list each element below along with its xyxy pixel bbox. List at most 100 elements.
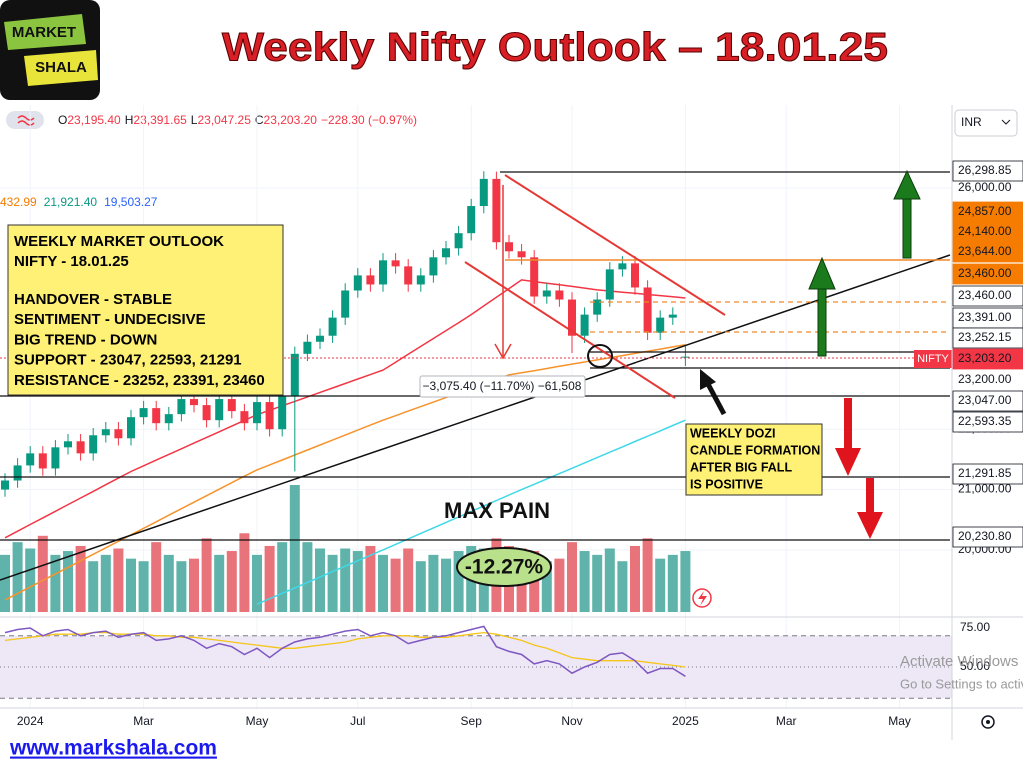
price-label-box — [952, 241, 1023, 263]
volume-bar — [604, 548, 615, 612]
ohlc-item: −228.30 (−0.97%) — [321, 113, 417, 127]
up-arrow-head — [808, 256, 836, 290]
candle-body — [454, 233, 463, 249]
price-label-box — [952, 463, 1023, 485]
symbol-toggle[interactable] — [6, 111, 44, 129]
x-tick-label: 2025 — [672, 714, 699, 728]
trend-line — [0, 254, 951, 581]
logo-band-bottom — [24, 50, 98, 86]
moving-average — [4, 279, 686, 539]
currency-label: INR — [961, 115, 982, 129]
logo-band-top — [4, 14, 86, 50]
rsi-line — [4, 625, 686, 677]
x-tick-label: 2024 — [17, 714, 44, 728]
info-line: SENTIMENT - UNDECISIVE — [14, 311, 206, 328]
volume-bar — [12, 542, 23, 612]
candle-body — [479, 178, 488, 207]
down-arrow — [866, 478, 874, 514]
volume-bar — [378, 554, 388, 612]
candle-body — [13, 465, 22, 481]
ma-legend-value: 432.99 — [0, 195, 37, 209]
candle-body — [290, 353, 299, 397]
candle-body — [593, 299, 602, 315]
candle-body — [353, 275, 362, 291]
price-label: 23,047.00 — [958, 393, 1012, 407]
price-label: 23,252.15 — [958, 330, 1012, 344]
price-label-box — [952, 160, 1023, 182]
candle-body — [404, 266, 413, 285]
symbol-tag-label: NIFTY — [917, 353, 949, 365]
dozi-line: CANDLE FORMATION — [690, 443, 820, 457]
volume-bar — [264, 545, 275, 612]
candle-body — [64, 441, 72, 448]
ohlc-item: O — [58, 113, 67, 127]
candle-body — [580, 314, 589, 336]
toggle-icon — [17, 115, 35, 126]
volume-bar — [592, 554, 603, 612]
candle-body — [656, 317, 665, 333]
moving-average — [4, 344, 686, 601]
price-label: 23,200.00 — [958, 372, 1012, 386]
volume-bar — [327, 554, 338, 612]
candle-body — [517, 251, 526, 258]
price-label: 23,391.00 — [958, 310, 1012, 324]
volume-bar — [239, 533, 250, 612]
candle-body — [76, 441, 85, 454]
price-label-box — [952, 327, 1023, 349]
settings-icon[interactable] — [981, 715, 995, 729]
candle-body — [505, 242, 513, 252]
volume-bar — [390, 558, 401, 612]
candle-body — [391, 260, 400, 267]
candle-body — [240, 411, 249, 424]
volume-bar — [667, 554, 678, 612]
candle-body — [152, 408, 161, 424]
volume-bar — [441, 558, 451, 612]
volume-bar — [567, 542, 577, 612]
up-arrow-head — [893, 169, 921, 200]
volume-bar — [302, 542, 313, 612]
candle-body — [89, 435, 98, 454]
candle-body — [303, 341, 312, 354]
candle-body — [164, 414, 173, 424]
dozi-box — [685, 423, 823, 496]
down-arrow-head — [857, 512, 883, 539]
volume-bar — [428, 554, 439, 612]
info-line: BIG TREND - DOWN — [14, 331, 157, 348]
rsi-ma-line — [4, 631, 686, 668]
candle-body — [631, 263, 639, 288]
ohlc-item: 23,391.65 — [133, 113, 187, 127]
logo-text: SHALA — [35, 59, 87, 76]
candle-body — [429, 257, 438, 276]
price-label: 22,593.35 — [958, 414, 1012, 428]
page-title: Weekly Nifty Outlook – 18.01.25 — [222, 26, 888, 70]
volume-bar — [415, 561, 426, 612]
volume-bar — [289, 485, 300, 612]
candle-body — [542, 290, 551, 297]
candle-body — [127, 417, 135, 439]
price-label: 24,140.00 — [958, 224, 1012, 238]
x-tick-label: Nov — [561, 714, 582, 728]
candle-body — [643, 287, 652, 333]
currency-select[interactable] — [954, 109, 1018, 137]
pointer-arrow — [705, 382, 727, 416]
candle-body — [227, 399, 236, 412]
volume-bar — [340, 548, 351, 612]
up-arrow — [817, 285, 827, 357]
footer-url[interactable]: www.markshala.com — [9, 737, 217, 760]
max-pain-label: MAX PAIN — [444, 498, 550, 523]
volume-bar — [352, 551, 363, 612]
candle-body — [618, 263, 627, 270]
price-label: 23,460.00 — [958, 288, 1012, 302]
volume-bar — [680, 551, 691, 612]
candle-body — [605, 269, 614, 300]
drop-arrow-head — [494, 343, 512, 360]
volume-bar — [226, 551, 237, 612]
volume-bar — [126, 558, 136, 612]
price-label-box — [952, 390, 1023, 412]
volume-bar — [403, 548, 414, 612]
candle-body — [568, 299, 576, 336]
price-label-box — [952, 285, 1023, 307]
ohlc-item: C — [255, 113, 264, 127]
volume-bar — [655, 558, 666, 612]
symbol-tag — [914, 350, 952, 368]
